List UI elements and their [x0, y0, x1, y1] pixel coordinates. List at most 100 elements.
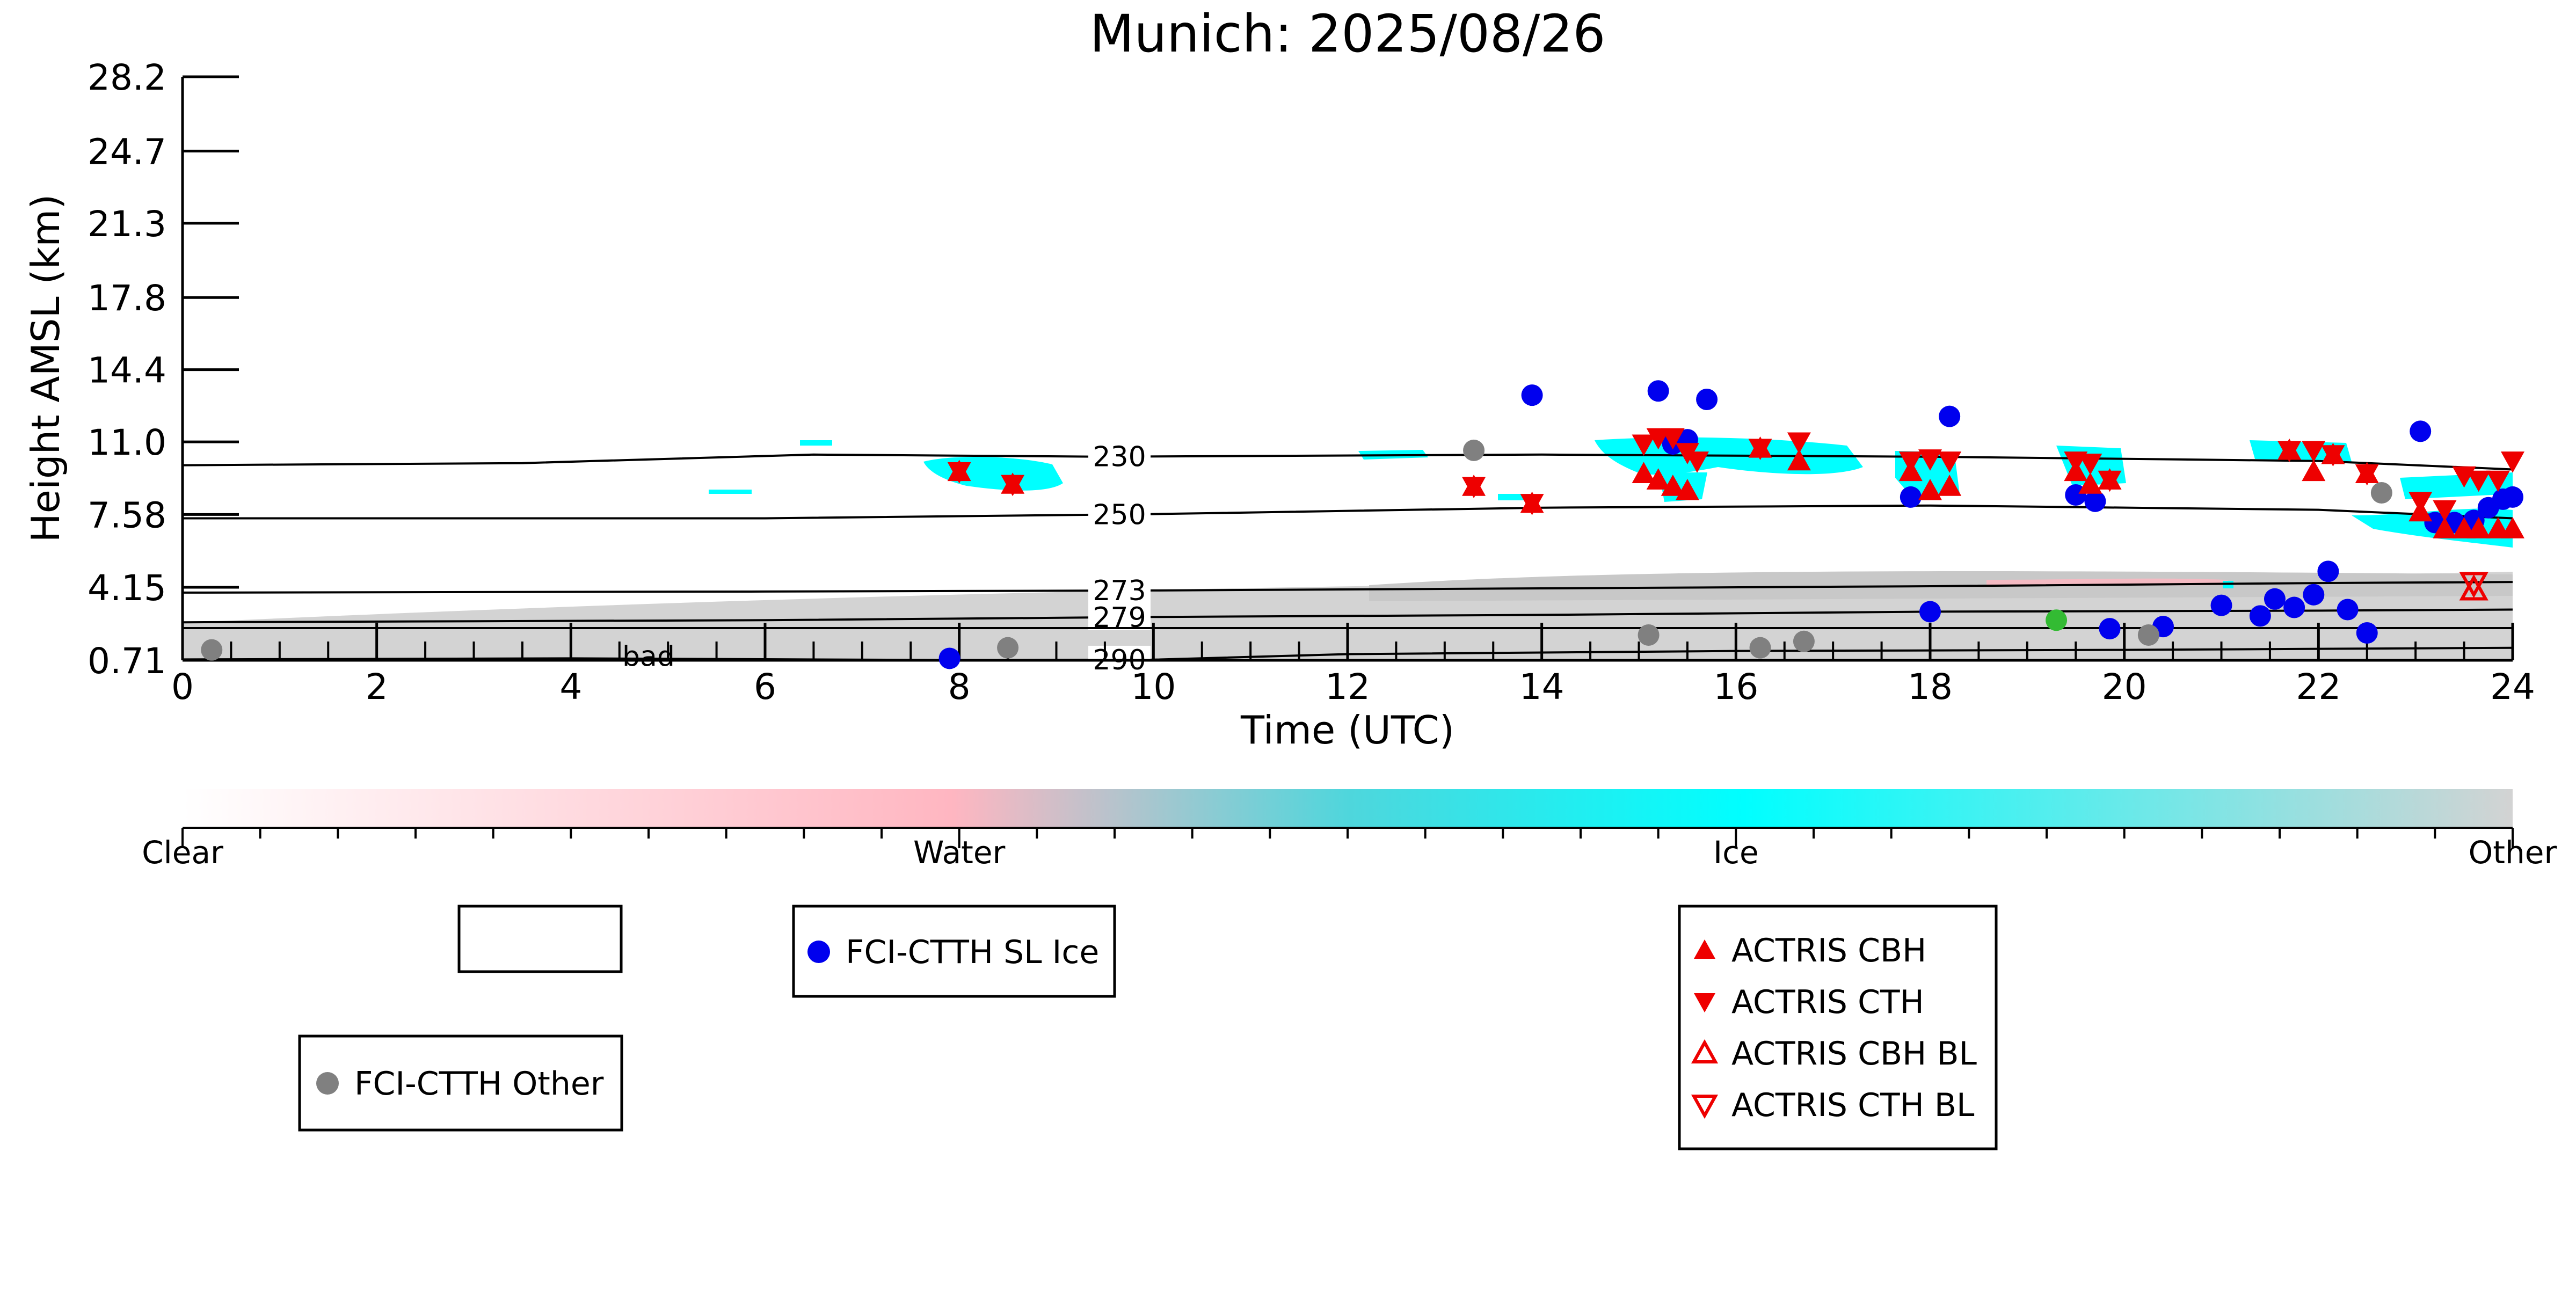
- x-tick-label: 14: [1519, 666, 1564, 708]
- colorbar-label: Clear: [142, 834, 223, 871]
- x-tick-label: 16: [1713, 666, 1758, 708]
- legend-label: ACTRIS CTH: [1731, 983, 1924, 1021]
- data-point: [2099, 618, 2121, 640]
- data-point: [1647, 380, 1669, 402]
- legend-fci-ice: FCI-CTTH SL Ice: [792, 905, 1116, 998]
- isotherm-line: [183, 504, 2513, 520]
- x-axis-ticks: 0 2 4 6 8 10 12 14 16 18 20 22 24: [171, 623, 2535, 708]
- data-point: [1463, 439, 1485, 461]
- data-point: [1749, 637, 1771, 659]
- legend-label: FCI-CTTH SL Ice: [846, 934, 1099, 971]
- data-point: [2302, 460, 2326, 482]
- x-tick-label: 4: [559, 666, 582, 708]
- chart-title: Munich: 2025/08/26: [1090, 4, 1606, 64]
- isotherm-label: 230: [1093, 441, 1146, 473]
- data-points: [201, 380, 2524, 669]
- data-point: [2210, 594, 2232, 616]
- x-tick-label: 10: [1131, 666, 1176, 708]
- isotherm-line: [182, 581, 2513, 594]
- data-point: [2501, 451, 2524, 473]
- data-point: [2433, 500, 2457, 522]
- data-point-bl: [2459, 572, 2488, 599]
- data-point: [1919, 601, 1941, 623]
- legend-label: FCI-CTTH Other: [354, 1065, 604, 1103]
- data-point: [1793, 630, 1815, 652]
- data-point: [1646, 468, 1670, 490]
- data-point: [2317, 560, 2339, 582]
- data-point: [2410, 420, 2432, 442]
- isotherm-line: [182, 453, 2513, 471]
- legend-marker: [1694, 993, 1715, 1012]
- data-point: [2466, 517, 2491, 538]
- y-tick-label: 17.8: [88, 278, 166, 319]
- data-point: [2302, 441, 2326, 462]
- isotherm-label: 250: [1093, 499, 1146, 531]
- x-tick-label: 2: [366, 666, 388, 708]
- isotherm-label: 273: [1093, 575, 1146, 607]
- data-point: [2501, 517, 2524, 538]
- data-point: [1787, 432, 1811, 454]
- y-tick-label: 0.71: [88, 640, 166, 682]
- data-point: [1918, 449, 1942, 471]
- data-point: [2078, 454, 2102, 475]
- colorbar-label: Water: [913, 834, 1006, 871]
- colorbar-label: Other: [2469, 834, 2557, 871]
- isotherm-label-bg: [1088, 577, 1151, 604]
- y-tick-label: 4.15: [88, 567, 166, 609]
- legend-empty-box: [457, 905, 623, 973]
- data-point: [1661, 428, 1685, 450]
- data-point: [1462, 477, 1486, 499]
- data-point: [1520, 494, 1544, 515]
- data-point: [1685, 451, 1709, 473]
- x-tick-label: 12: [1325, 666, 1370, 708]
- isotherm-extra-label: bad: [622, 640, 675, 673]
- y-tick-label: 7.58: [88, 494, 166, 536]
- data-point: [1001, 475, 1025, 497]
- colorbar-label: Ice: [1713, 834, 1759, 871]
- data-point: [2277, 441, 2302, 462]
- legend-marker: [1691, 1095, 1719, 1119]
- data-point: [1787, 449, 1811, 471]
- data-point: [2078, 472, 2102, 494]
- data-point: [2466, 470, 2491, 492]
- data-point-bl: [2459, 574, 2488, 601]
- data-point: [2321, 445, 2345, 467]
- data-point: [1918, 479, 1942, 500]
- data-point: [2098, 470, 2122, 492]
- data-point: [938, 647, 960, 669]
- y-tick-label: 11.0: [88, 422, 166, 463]
- y-tick-label: 28.2: [88, 57, 166, 98]
- data-point: [997, 637, 1019, 659]
- x-axis-label: Time (UTC): [1240, 708, 1454, 753]
- legend-label: ACTRIS CTH BL: [1731, 1087, 1975, 1124]
- data-point: [2408, 492, 2433, 513]
- data-point: [1632, 434, 1656, 456]
- data-point: [2502, 486, 2523, 508]
- data-point: [2337, 599, 2359, 621]
- x-tick-label: 6: [754, 666, 776, 708]
- x-tick-label: 8: [948, 666, 971, 708]
- data-point: [2356, 622, 2378, 644]
- data-point: [1661, 475, 1685, 496]
- y-axis-label: Height AMSL (km): [23, 194, 68, 543]
- data-point: [2355, 464, 2379, 486]
- legend-marker: [1694, 939, 1715, 959]
- data-point: [201, 639, 223, 661]
- y-tick-label: 24.7: [88, 131, 166, 172]
- cloud-type-colorbar: Clear Water Ice Other: [142, 789, 2557, 871]
- isotherm-label-bg: [1088, 603, 1151, 630]
- data-point: [1638, 624, 1660, 646]
- legend-label: ACTRIS CBH: [1731, 932, 1926, 970]
- isotherm-label-bg: [1088, 442, 1151, 470]
- data-point: [1898, 451, 1923, 473]
- legend-fci-other: FCI-CTTH Other: [298, 1034, 623, 1132]
- legend-marker: [316, 1072, 339, 1095]
- legend-marker: [1691, 1039, 1719, 1063]
- data-point: [1938, 475, 1962, 496]
- colorbar-gradient: [183, 789, 2513, 828]
- isotherm-label-bg: [1088, 500, 1151, 528]
- data-point: [1675, 479, 1699, 500]
- data-point: [2303, 584, 2325, 606]
- data-point: [2046, 609, 2068, 631]
